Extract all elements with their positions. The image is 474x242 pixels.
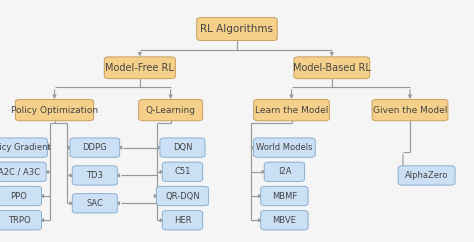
- Text: PPO: PPO: [10, 191, 27, 201]
- Text: MBVE: MBVE: [273, 216, 296, 225]
- FancyBboxPatch shape: [16, 99, 93, 121]
- FancyBboxPatch shape: [197, 18, 277, 40]
- FancyBboxPatch shape: [104, 57, 175, 79]
- Text: DQN: DQN: [173, 143, 192, 152]
- Text: Model-Free RL: Model-Free RL: [105, 63, 174, 73]
- FancyBboxPatch shape: [264, 162, 304, 182]
- FancyBboxPatch shape: [261, 186, 308, 206]
- Text: Model-Based RL: Model-Based RL: [293, 63, 371, 73]
- Text: Policy Gradient: Policy Gradient: [0, 143, 51, 152]
- FancyBboxPatch shape: [138, 99, 202, 121]
- Text: RL Algorithms: RL Algorithms: [201, 24, 273, 34]
- FancyBboxPatch shape: [162, 162, 203, 182]
- FancyBboxPatch shape: [261, 211, 308, 230]
- Text: C51: C51: [174, 167, 191, 176]
- FancyBboxPatch shape: [160, 138, 205, 157]
- FancyBboxPatch shape: [0, 211, 42, 230]
- FancyBboxPatch shape: [254, 99, 329, 121]
- FancyBboxPatch shape: [72, 194, 117, 213]
- FancyBboxPatch shape: [0, 138, 47, 157]
- FancyBboxPatch shape: [156, 186, 209, 206]
- FancyBboxPatch shape: [398, 166, 455, 185]
- Text: I2A: I2A: [278, 167, 291, 176]
- FancyBboxPatch shape: [162, 211, 203, 230]
- FancyBboxPatch shape: [0, 162, 46, 182]
- FancyBboxPatch shape: [254, 138, 315, 157]
- Text: MBMF: MBMF: [272, 191, 297, 201]
- Text: TRPO: TRPO: [8, 216, 30, 225]
- FancyBboxPatch shape: [372, 99, 448, 121]
- Text: Policy Optimization: Policy Optimization: [11, 106, 98, 115]
- Text: QR-DQN: QR-DQN: [165, 191, 200, 201]
- Text: AlphaZero: AlphaZero: [405, 171, 448, 180]
- Text: DDPG: DDPG: [82, 143, 107, 152]
- Text: SAC: SAC: [86, 199, 103, 208]
- Text: Learn the Model: Learn the Model: [255, 106, 328, 115]
- Text: HER: HER: [174, 216, 191, 225]
- FancyBboxPatch shape: [294, 57, 370, 79]
- FancyBboxPatch shape: [70, 138, 119, 157]
- Text: World Models: World Models: [256, 143, 313, 152]
- Text: Given the Model: Given the Model: [373, 106, 447, 115]
- FancyBboxPatch shape: [0, 186, 42, 206]
- FancyBboxPatch shape: [72, 166, 117, 185]
- Text: Q-Learning: Q-Learning: [146, 106, 196, 115]
- Text: TD3: TD3: [86, 171, 103, 180]
- Text: A2C / A3C: A2C / A3C: [0, 167, 40, 176]
